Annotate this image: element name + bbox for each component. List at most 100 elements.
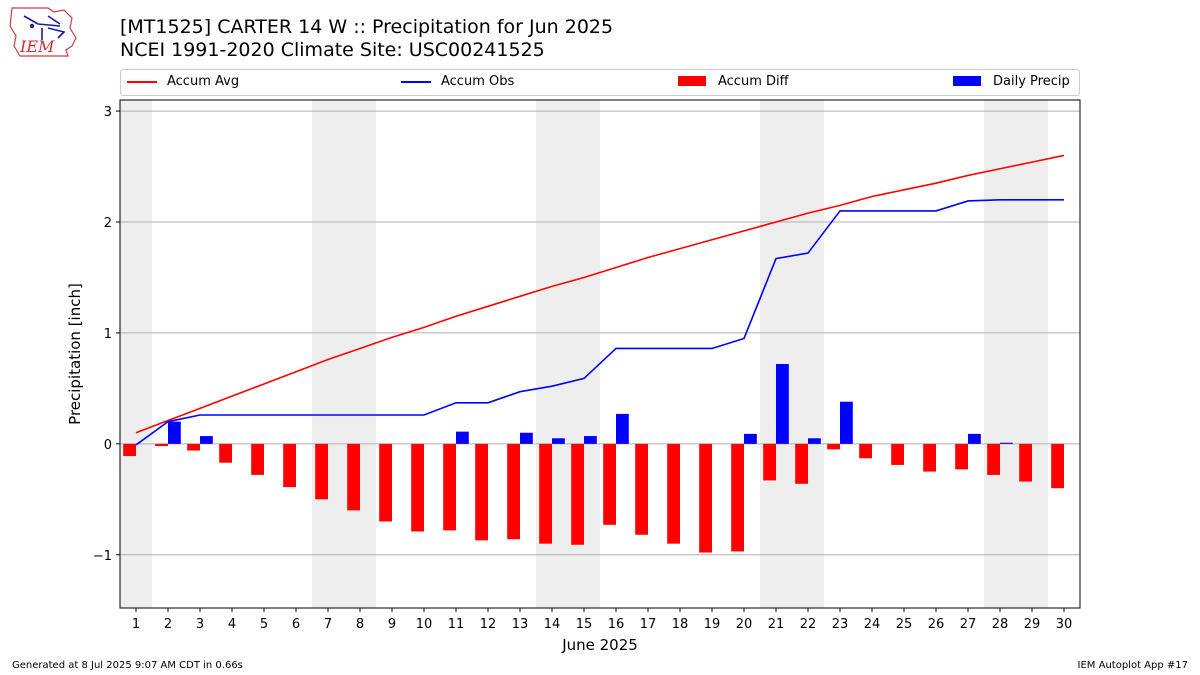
axes-frame: [119, 99, 1081, 609]
weekend-shade-0: [120, 100, 152, 608]
legend-swatch-daily-precip: [953, 76, 981, 86]
accum-diff-bar-day-3: [187, 443, 200, 451]
x-tick-label-23: 23: [832, 617, 849, 632]
legend-swatch-accum-diff: [678, 76, 706, 86]
daily-precip-bar-day-16: [616, 413, 629, 444]
daily-precip-bar-day-21: [776, 363, 789, 444]
chart-title: [MT1525] CARTER 14 W :: Precipitation fo…: [120, 16, 614, 38]
accum-diff-bar-day-13: [507, 443, 520, 540]
accum-diff-bar-day-25: [891, 443, 904, 465]
accum-diff-bar-day-26: [923, 443, 936, 472]
x-tick-label-6: 6: [292, 617, 300, 632]
x-tick-label-4: 4: [228, 617, 236, 632]
accum-diff-bar-day-14: [539, 443, 552, 544]
weekend-shade-3: [760, 100, 824, 608]
x-tick-label-7: 7: [324, 617, 332, 632]
accum-diff-bar-day-4: [219, 443, 232, 463]
x-tick-label-15: 15: [576, 617, 593, 632]
x-tick-label-27: 27: [960, 617, 977, 632]
legend-swatch-accum-avg: [127, 81, 157, 83]
x-tick-label-8: 8: [356, 617, 364, 632]
y-tick-label-1: 1: [104, 327, 112, 342]
accum-diff-bar-day-12: [475, 443, 488, 541]
daily-precip-bar-day-22: [808, 438, 821, 444]
svg-text:IEM: IEM: [19, 37, 55, 56]
footer-app: IEM Autoplot App #17: [1077, 660, 1188, 671]
daily-precip-bar-day-11: [456, 431, 469, 444]
x-tick-label-16: 16: [608, 617, 625, 632]
daily-precip-bar-day-28: [1000, 442, 1013, 444]
x-tick-label-20: 20: [736, 617, 753, 632]
daily-precip-bar-day-3: [200, 436, 213, 444]
y-axis-label: Precipitation [inch]: [66, 283, 84, 425]
accum-diff-bar-day-11: [443, 443, 456, 531]
accum-diff-bar-day-22: [795, 443, 808, 484]
x-tick-label-2: 2: [164, 617, 172, 632]
x-tick-label-22: 22: [800, 617, 817, 632]
x-tick-label-9: 9: [388, 617, 396, 632]
accum-diff-bar-day-1: [123, 443, 136, 457]
accum-diff-bar-day-19: [699, 443, 712, 553]
accum-diff-bar-day-28: [987, 443, 1000, 475]
x-tick-label-10: 10: [416, 617, 433, 632]
x-tick-label-29: 29: [1024, 617, 1041, 632]
x-tick-label-17: 17: [640, 617, 657, 632]
accum-diff-bar-day-17: [635, 443, 648, 535]
x-tick-label-1: 1: [132, 617, 140, 632]
legend-label-accum-obs: Accum Obs: [441, 74, 515, 89]
daily-precip-bar-day-27: [968, 433, 981, 444]
x-tick-label-5: 5: [260, 617, 268, 632]
x-axis-label: June 2025: [561, 636, 638, 654]
accum-avg-line: [135, 154, 1065, 434]
accum-diff-bar-day-24: [859, 443, 872, 459]
accum-diff-bar-day-29: [1019, 443, 1032, 482]
accum-diff-bar-day-20: [731, 443, 744, 552]
accum-diff-bar-day-7: [315, 443, 328, 500]
accum-diff-bar-day-21: [763, 443, 776, 481]
iem-logo: IEM: [9, 7, 77, 57]
accum-diff-bar-day-9: [379, 443, 392, 522]
accum-obs-line: [135, 199, 1064, 446]
accum-diff-bar-day-15: [571, 443, 584, 545]
x-tick-label-14: 14: [544, 617, 561, 632]
x-tick-label-21: 21: [768, 617, 785, 632]
x-tick-label-28: 28: [992, 617, 1009, 632]
daily-precip-bar-day-13: [520, 432, 533, 444]
x-tick-label-12: 12: [480, 617, 497, 632]
daily-precip-bar-day-20: [744, 433, 757, 444]
accum-diff-bar-day-23: [827, 443, 840, 450]
x-tick-label-24: 24: [864, 617, 881, 632]
legend: Accum Avg Accum Obs Accum Diff Daily Pre…: [120, 69, 1080, 96]
x-tick-label-11: 11: [448, 617, 465, 632]
x-tick-label-13: 13: [512, 617, 529, 632]
y-tick-label-2: 2: [104, 216, 112, 231]
daily-precip-bar-day-15: [584, 436, 597, 444]
y-tick-label--1: −1: [93, 549, 112, 564]
accum-diff-bar-day-10: [411, 443, 424, 532]
daily-precip-bar-day-14: [552, 438, 565, 444]
x-tick-label-19: 19: [704, 617, 721, 632]
x-tick-label-25: 25: [896, 617, 913, 632]
x-tick-label-30: 30: [1056, 617, 1073, 632]
legend-label-accum-avg: Accum Avg: [167, 74, 240, 89]
footer-generated: Generated at 8 Jul 2025 9:07 AM CDT in 0…: [12, 660, 243, 671]
legend-label-daily-precip: Daily Precip: [993, 74, 1070, 89]
accum-diff-bar-day-8: [347, 443, 360, 511]
accum-diff-bar-day-5: [251, 443, 264, 475]
accum-diff-bar-day-30: [1051, 443, 1064, 489]
daily-precip-bar-day-23: [840, 401, 853, 444]
daily-precip-bar-day-2: [168, 421, 181, 444]
x-tick-label-3: 3: [196, 617, 204, 632]
legend-label-accum-diff: Accum Diff: [718, 74, 789, 89]
accum-diff-bar-day-18: [667, 443, 680, 544]
legend-swatch-accum-obs: [401, 81, 431, 83]
y-tick-label-3: 3: [104, 105, 112, 120]
x-tick-label-26: 26: [928, 617, 945, 632]
chart-subtitle: NCEI 1991-2020 Climate Site: USC00241525: [120, 39, 545, 61]
accum-diff-bar-day-2: [155, 443, 168, 447]
accum-diff-bar-day-27: [955, 443, 968, 470]
x-tick-label-18: 18: [672, 617, 689, 632]
weekend-shade-4: [984, 100, 1048, 608]
accum-diff-bar-day-16: [603, 443, 616, 525]
